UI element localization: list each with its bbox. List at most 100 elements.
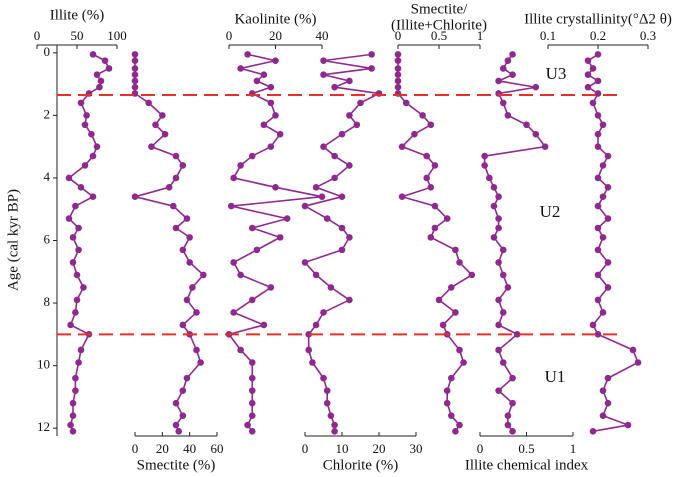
data-point [312, 271, 320, 279]
data-point [443, 215, 451, 222]
x-tick-label: 0 [302, 441, 309, 456]
data-point [248, 152, 256, 160]
data-point [481, 162, 488, 169]
data-point [431, 224, 439, 232]
data-point [394, 51, 402, 58]
data-point [193, 346, 200, 354]
data-point [629, 346, 637, 354]
data-point [499, 99, 507, 107]
x-tick-label: 0.1 [540, 28, 556, 43]
data-point [172, 152, 180, 160]
data-point [97, 77, 105, 85]
data-point [131, 77, 139, 85]
data-point [248, 428, 256, 435]
data-point [495, 193, 502, 201]
data-point [65, 174, 73, 182]
data-point [69, 259, 77, 266]
data-point [584, 83, 592, 91]
data-point [584, 71, 592, 79]
x-tick-label: 20 [269, 28, 282, 43]
data-point [456, 259, 463, 266]
data-point [604, 184, 612, 191]
x-tick-label: 0.3 [640, 28, 656, 43]
data-point [634, 359, 642, 366]
x-tick-label: 60 [211, 441, 224, 456]
data-point [346, 296, 353, 304]
data-point [248, 412, 256, 419]
data-point [323, 215, 331, 222]
data-point [589, 428, 597, 435]
data-point [368, 51, 375, 58]
data-point [320, 374, 327, 382]
y-tick-label: 6 [44, 231, 51, 246]
data-point [368, 65, 375, 72]
data-point [131, 65, 139, 72]
data-point [89, 152, 97, 160]
data-point [495, 224, 502, 232]
data-point [272, 184, 279, 191]
data-point [89, 51, 97, 58]
data-point [320, 143, 327, 150]
data-point [346, 77, 353, 85]
data-point [594, 246, 602, 254]
data-point [75, 359, 82, 366]
x-tick-label: 0 [226, 28, 233, 43]
axis-title: Smectite/ [411, 1, 468, 17]
axis-title: (Illite+Chlorite) [391, 17, 487, 33]
data-point [394, 57, 402, 64]
x-tick-label: 0.5 [431, 28, 447, 43]
data-point [423, 174, 431, 182]
data-point [301, 202, 309, 210]
series-line [131, 54, 205, 432]
data-point [599, 412, 607, 419]
data-point [179, 412, 187, 419]
data-point [301, 259, 309, 266]
data-point [599, 193, 607, 201]
data-point [495, 215, 502, 222]
data-point [248, 387, 256, 394]
data-point [248, 399, 256, 407]
data-point [67, 421, 74, 429]
data-point [331, 152, 338, 160]
x-tick-label: 0.5 [518, 441, 534, 456]
data-point [183, 296, 191, 304]
data-point [427, 234, 435, 241]
data-point [499, 65, 507, 72]
data-point [504, 112, 512, 119]
y-axis-title: Age (cal kyr BP) [5, 189, 21, 291]
data-point [402, 99, 410, 107]
data-point [179, 162, 187, 169]
data-point [179, 321, 187, 329]
data-point [594, 174, 602, 182]
data-point [589, 65, 597, 72]
data-point [267, 143, 275, 150]
data-point [260, 121, 268, 129]
data-point [599, 121, 607, 129]
data-point [200, 271, 207, 279]
data-point [331, 421, 338, 429]
data-point [594, 77, 602, 85]
data-point [486, 174, 493, 182]
data-point [73, 296, 81, 304]
data-point [624, 421, 632, 429]
data-point [81, 162, 89, 169]
data-point [179, 387, 187, 394]
data-point [338, 246, 346, 254]
x-tick-label: 50 [71, 28, 84, 43]
data-point [589, 321, 597, 329]
data-point [276, 234, 284, 241]
data-point [452, 428, 459, 435]
data-point [131, 193, 139, 201]
data-point [423, 152, 431, 160]
data-point [357, 99, 364, 107]
data-point [504, 57, 512, 64]
data-point [443, 387, 451, 394]
data-point [267, 99, 275, 107]
data-point [594, 224, 602, 232]
series-line [302, 53, 382, 432]
data-point [312, 321, 320, 329]
axis-title: Illite crystallinity(°Δ2 θ) [524, 11, 672, 27]
data-point [67, 321, 74, 329]
data-point [172, 421, 180, 429]
